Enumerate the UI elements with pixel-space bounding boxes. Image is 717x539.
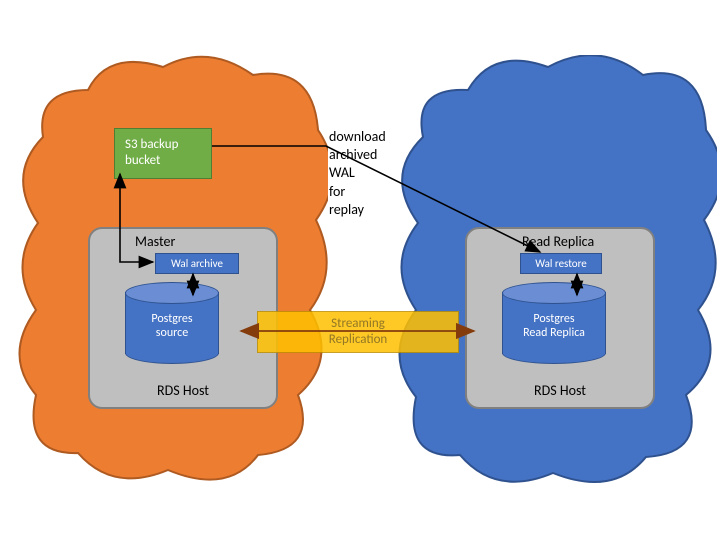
annot-l1: download	[329, 128, 386, 145]
right-db-cylinder: Postgres Read Replica	[502, 282, 606, 364]
right-rds-label: RDS Host	[467, 382, 653, 399]
s3-bucket-box: S3 backup bucket	[114, 128, 212, 179]
stream-l2: Replication	[329, 332, 388, 347]
right-db-l2: Read Replica	[523, 326, 585, 340]
annot-l5: replay	[329, 201, 364, 218]
annot-l3: WAL	[329, 164, 355, 181]
right-db-l1: Postgres	[533, 312, 574, 326]
s3-line2: bucket	[125, 153, 160, 168]
stream-l1: Streaming	[331, 316, 385, 331]
right-wal-box: Wal restore	[520, 253, 602, 274]
left-rds-label: RDS Host	[90, 382, 276, 399]
annot-l2: archived	[329, 146, 377, 163]
annot-l4: for	[329, 183, 345, 200]
left-wal-box: Wal archive	[155, 253, 239, 274]
left-db-l1: Postgres	[151, 312, 192, 326]
s3-line1: S3 backup	[125, 137, 178, 152]
streaming-replication-bar: Streaming Replication	[257, 311, 459, 353]
left-db-l2: source	[156, 326, 188, 340]
download-annotation: download archived WAL for replay	[329, 128, 386, 219]
left-db-cylinder: Postgres source	[125, 282, 219, 364]
right-host-title: Read Replica	[522, 233, 594, 250]
left-host-title: Master	[135, 233, 175, 250]
